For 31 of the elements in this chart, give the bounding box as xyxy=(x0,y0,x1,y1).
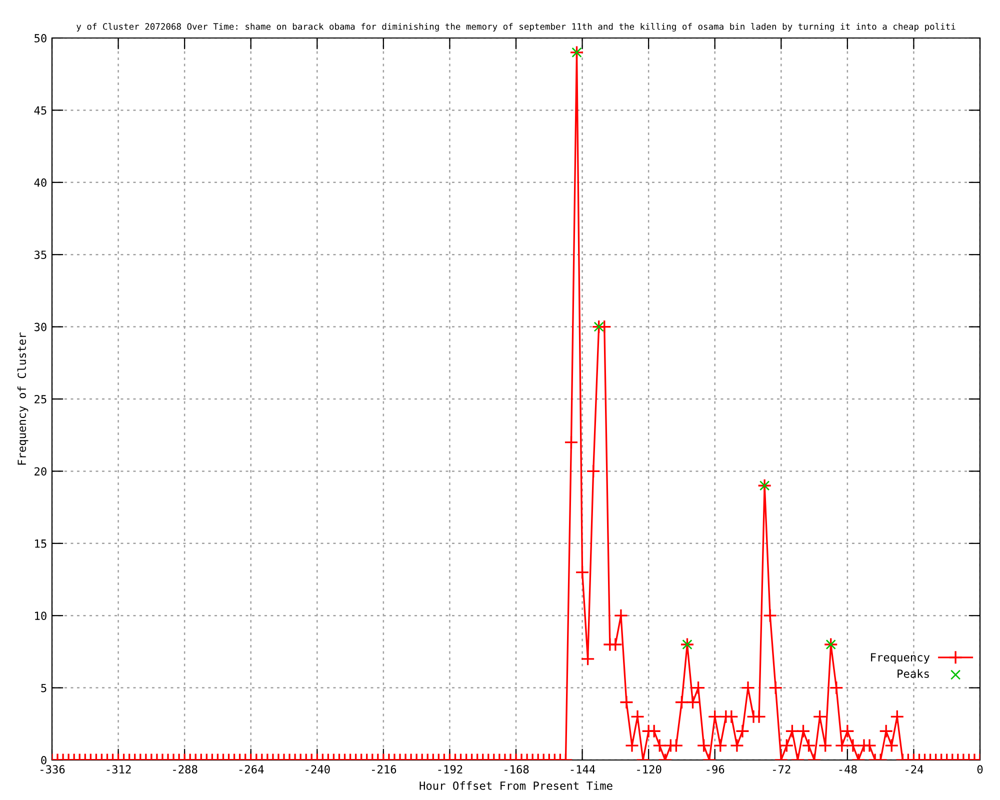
y-axis-title: Frequency of Cluster xyxy=(17,332,28,465)
y-tick-label: 20 xyxy=(34,467,46,476)
x-tick-label: -168 xyxy=(504,765,529,774)
legend-label: Peaks xyxy=(898,669,929,678)
y-tick-label: 15 xyxy=(35,540,46,548)
x-tick-label: -144 xyxy=(570,765,596,774)
x-tick-label: -216 xyxy=(372,765,396,774)
x-tick-label: -336 xyxy=(40,765,65,774)
y-tick-label: 45 xyxy=(34,106,46,115)
x-tick-label: -192 xyxy=(438,765,462,774)
y-tick-label: 10 xyxy=(35,612,46,620)
x-tick-label: -240 xyxy=(306,765,330,774)
x-axis-title: Hour Offset From Present Time xyxy=(420,781,612,790)
y-tick-label: 40 xyxy=(34,178,46,187)
y-tick-label: 35 xyxy=(34,250,46,260)
y-tick-label: 25 xyxy=(34,395,46,404)
x-tick-label: -264 xyxy=(239,765,264,774)
x-tick-label: -312 xyxy=(106,765,131,774)
chart-title: y of Cluster 2072068 Over Time: shame on barack obama for diminishing the memory of september 11th and the killing of osama bin laden by turning it into a cheap politi xyxy=(76,22,956,32)
y-tick-label: 30 xyxy=(34,322,46,332)
y-tick-label: 50 xyxy=(34,34,46,42)
x-tick-label: -24 xyxy=(906,765,924,774)
legend-label: Frequency xyxy=(871,653,930,664)
y-tick-label: 0 xyxy=(41,756,46,764)
x-tick-label: -288 xyxy=(173,765,198,774)
x-tick-label: -120 xyxy=(637,765,662,774)
x-tick-label: -48 xyxy=(839,765,857,774)
x-tick-label: -96 xyxy=(706,765,724,774)
x-tick-label: 0 xyxy=(977,765,983,774)
x-tick-label: -72 xyxy=(773,765,790,774)
y-tick-label: 5 xyxy=(41,684,46,692)
